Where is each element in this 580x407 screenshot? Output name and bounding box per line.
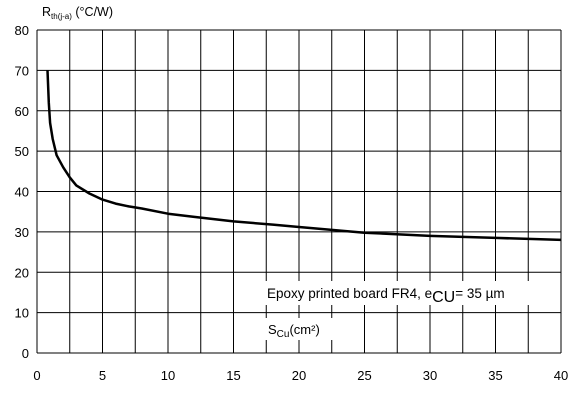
y-tick-label: 70 [15, 63, 29, 78]
y-tick-label: 30 [15, 225, 29, 240]
y-tick-label: 0 [22, 346, 29, 361]
ylabel-main: R [42, 5, 51, 19]
ylabel-sub: th(j-a) [51, 12, 72, 21]
x-tick-label: 20 [292, 368, 306, 383]
y-tick-label: 10 [15, 306, 29, 321]
x-tick-label: 30 [423, 368, 437, 383]
annotation-sub: CU [432, 289, 455, 306]
xlabel-sub: Cu [277, 329, 290, 340]
series-line [46, 70, 562, 242]
y-tick-label: 20 [15, 265, 29, 280]
x-tick-label: 40 [554, 368, 568, 383]
y-axis-label: Rth(j-a) (°C/W) [42, 5, 113, 21]
ylabel-unit: (°C/W) [72, 5, 113, 19]
y-tick-label: 80 [15, 23, 29, 38]
x-axis-label: SCu(cm²) [268, 322, 320, 340]
xlabel-main: S [268, 322, 277, 337]
y-tick-labels: 0 10 20 30 40 50 60 70 80 [15, 23, 29, 361]
x-tick-label: 15 [226, 368, 240, 383]
x-tick-label: 35 [488, 368, 502, 383]
y-tick-label: 50 [15, 144, 29, 159]
xlabel-bg [262, 318, 338, 340]
xlabel-unit: (cm²) [289, 322, 319, 337]
annotation-label: Epoxy printed board FR4, eCU= 35 µm [267, 286, 505, 306]
annotation-main: Epoxy printed board FR4, e [267, 286, 432, 301]
y-tick-label: 60 [15, 104, 29, 119]
annotation-bg [262, 281, 541, 305]
x-tick-label: 10 [161, 368, 175, 383]
y-tick-label: 40 [15, 185, 29, 200]
x-tick-label: 25 [357, 368, 371, 383]
x-tick-labels: 0 5 10 15 20 25 30 35 40 [33, 368, 568, 383]
x-tick-label: 0 [33, 368, 40, 383]
annotation-rest: = 35 µm [455, 286, 504, 301]
x-tick-label: 5 [99, 368, 106, 383]
